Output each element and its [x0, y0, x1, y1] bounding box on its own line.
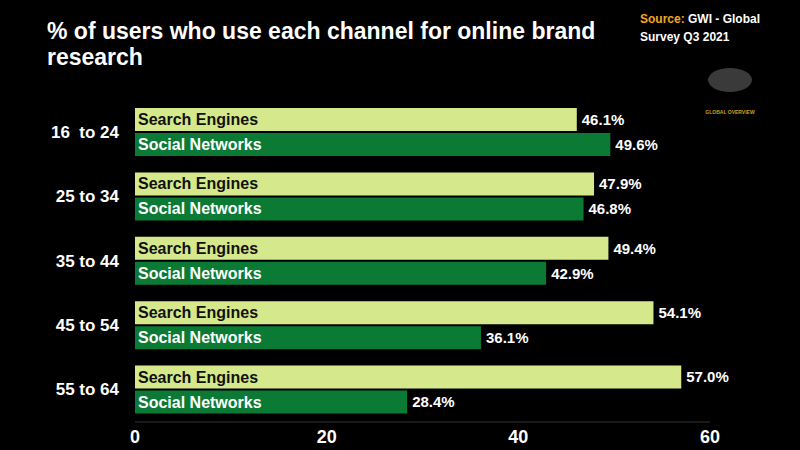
svg-text:49.4%: 49.4%	[613, 240, 656, 257]
svg-text:Social Networks: Social Networks	[138, 329, 262, 346]
svg-text:Search Engines: Search Engines	[138, 111, 258, 128]
svg-text:54.1%: 54.1%	[658, 304, 701, 321]
svg-text:57.0%: 57.0%	[686, 368, 729, 385]
html-text:% of users who use each channe: % of users who use each channel for onli…	[47, 18, 596, 70]
svg-text:Social Networks: Social Networks	[138, 200, 262, 217]
svg-text:Search Engines: Search Engines	[138, 175, 258, 192]
svg-text:Social Networks: Social Networks	[138, 394, 262, 411]
svg-text:49.6%: 49.6%	[615, 136, 658, 153]
svg-text:47.9%: 47.9%	[599, 175, 642, 192]
svg-text:45 to 54: 45 to 54	[56, 316, 120, 335]
svg-text:40: 40	[508, 427, 528, 447]
svg-text:35 to 44: 35 to 44	[56, 252, 120, 271]
svg-text:Social Networks: Social Networks	[138, 265, 262, 282]
svg-text:GLOBAL OVERVIEW: GLOBAL OVERVIEW	[705, 109, 755, 115]
svg-text:55 to 64: 55 to 64	[56, 380, 120, 399]
svg-text:16 to 24: 16 to 24	[51, 123, 120, 142]
svg-text:36.1%: 36.1%	[486, 329, 529, 346]
svg-text:46.8%: 46.8%	[589, 200, 632, 217]
html-text:Source: GWI - Global Survey Q3: Source: GWI - Global Survey Q3 2021	[640, 12, 760, 44]
svg-text:46.1%: 46.1%	[582, 111, 625, 128]
svg-text:Search Engines: Search Engines	[138, 304, 258, 321]
svg-text:Search Engines: Search Engines	[138, 240, 258, 257]
svg-text:0: 0	[130, 427, 140, 447]
svg-text:42.9%: 42.9%	[551, 265, 594, 282]
svg-text:25 to 34: 25 to 34	[56, 187, 120, 206]
svg-text:20: 20	[317, 427, 337, 447]
svg-text:60: 60	[700, 427, 720, 447]
svg-text:Search Engines: Search Engines	[138, 369, 258, 386]
svg-text:Social Networks: Social Networks	[138, 136, 262, 153]
svg-text:28.4%: 28.4%	[412, 393, 455, 410]
